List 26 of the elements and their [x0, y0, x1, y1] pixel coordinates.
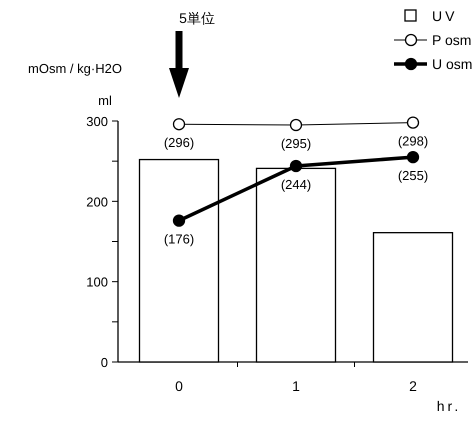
data-label: (296)	[164, 135, 194, 150]
y-tick-label: 300	[86, 114, 108, 129]
point	[172, 118, 186, 130]
text: 5単位	[179, 10, 215, 26]
point	[172, 214, 186, 227]
y-tick-label: 100	[86, 274, 108, 290]
x-axis-title: hr.	[436, 398, 462, 414]
data-label: (176)	[164, 232, 194, 247]
point	[290, 160, 302, 172]
data-label: (298)	[398, 134, 428, 149]
legend-label: U osm	[432, 56, 472, 72]
y-tick-label: 200	[86, 194, 108, 210]
point	[290, 118, 302, 132]
text: ml	[98, 93, 112, 108]
legend-label: P osm	[432, 32, 472, 48]
legend-label: UV	[432, 8, 458, 24]
x-tick-label: 1	[292, 378, 300, 394]
point	[406, 151, 420, 164]
x-tick-label: 0	[175, 378, 184, 394]
point	[406, 116, 420, 129]
data-label: (295)	[280, 136, 312, 152]
data-label: (244)	[280, 176, 312, 192]
x-tick-label: 2	[409, 378, 418, 394]
data-label: (255)	[398, 168, 428, 184]
y-tick-label: 0	[100, 355, 108, 370]
y-axis-title: mOsm / kg·H2O	[28, 61, 122, 76]
